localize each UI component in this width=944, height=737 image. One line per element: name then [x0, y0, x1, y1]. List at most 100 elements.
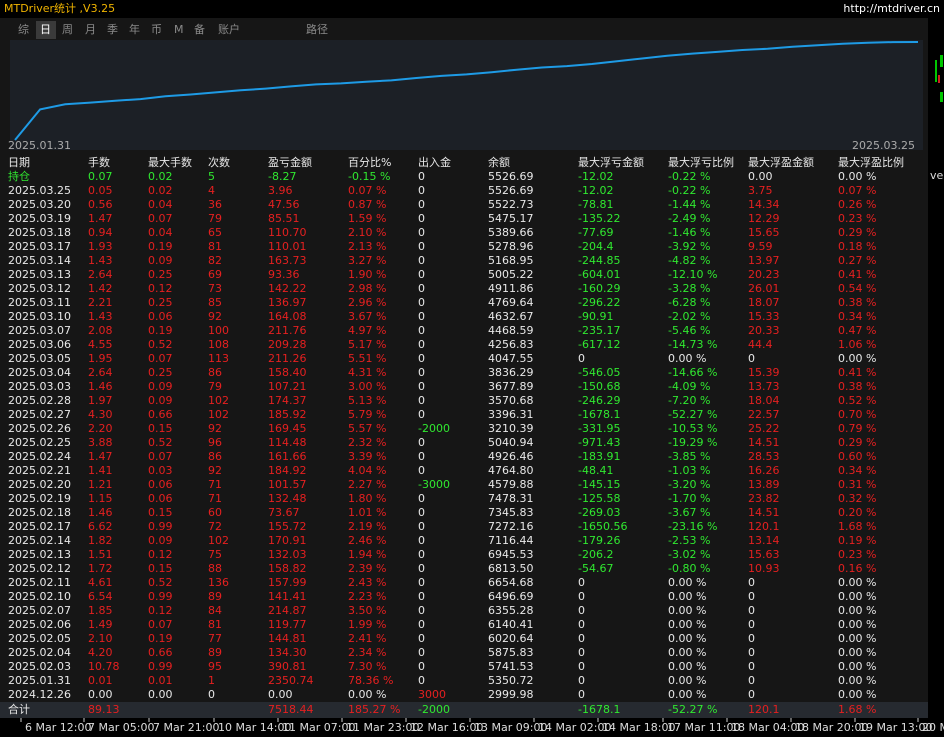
cell: -3.20 % — [668, 478, 710, 491]
cell: 2.23 % — [348, 590, 386, 603]
cell: 2.08 — [88, 324, 113, 337]
cell: 0.54 % — [838, 282, 876, 295]
tab[interactable]: 备 — [194, 22, 205, 36]
cell: -52.27 % — [668, 703, 717, 716]
row-label: 2025.03.25 — [8, 184, 71, 197]
cell: 0.00 — [268, 688, 293, 701]
row-label: 2025.03.03 — [8, 380, 71, 393]
row-label: 2025.02.03 — [8, 660, 71, 673]
cell: 2350.74 — [268, 674, 314, 687]
cell: 95 — [208, 660, 222, 673]
cell: 3.39 % — [348, 450, 386, 463]
tab[interactable]: 周 — [62, 23, 73, 36]
cell: 89 — [208, 590, 222, 603]
cell: 0 — [418, 674, 425, 687]
cell: -77.69 — [578, 226, 613, 239]
cell: 0.66 — [148, 646, 173, 659]
cell: 0.00 % — [838, 604, 876, 617]
cell: 0 — [418, 282, 425, 295]
cell: 6654.68 — [488, 576, 534, 589]
cell: 1.47 — [88, 212, 113, 225]
cell: 0.41 % — [838, 366, 876, 379]
cell: 157.99 — [268, 576, 307, 589]
tab[interactable]: 季 — [107, 23, 118, 36]
cell: 0 — [418, 268, 425, 281]
cell: 136.97 — [268, 296, 307, 309]
tab[interactable]: 路径 — [306, 23, 328, 36]
cell: 69 — [208, 268, 222, 281]
cell: 0.18 % — [838, 240, 876, 253]
cell: 184.92 — [268, 464, 307, 477]
cell: 0 — [418, 380, 425, 393]
cell: 3836.29 — [488, 366, 534, 379]
cell: 0.00 — [748, 170, 773, 183]
cell: 25.22 — [748, 422, 780, 435]
tab[interactable]: 日 — [40, 23, 51, 36]
cell: 0 — [418, 254, 425, 267]
cell: 5389.66 — [488, 226, 534, 239]
cell: 72 — [208, 520, 222, 533]
cell: -3.02 % — [668, 548, 710, 561]
cell: 142.22 — [268, 282, 307, 295]
row-label: 2025.02.19 — [8, 492, 71, 505]
cell: 120.1 — [748, 703, 780, 716]
cell: 1.49 — [88, 618, 113, 631]
axis-label: 11 Mar 07:00 — [282, 721, 355, 734]
row-label: 2025.02.12 — [8, 562, 71, 575]
cell: 0.02 — [148, 184, 173, 197]
cell: 1.42 — [88, 282, 113, 295]
tab[interactable]: 月 — [85, 23, 96, 36]
cell: 0.07 % — [348, 184, 386, 197]
cell: 0 — [578, 590, 585, 603]
cell: 3570.68 — [488, 394, 534, 407]
equity-line — [14, 41, 919, 141]
tab[interactable]: 币 — [151, 23, 162, 36]
row-label: 2025.02.13 — [8, 548, 71, 561]
cell: 2.20 — [88, 422, 113, 435]
cell: 0.03 — [148, 464, 173, 477]
cell: 0.15 — [148, 422, 173, 435]
cell: 7116.44 — [488, 534, 534, 547]
cell: 0.00 % — [838, 674, 876, 687]
cell: -3.92 % — [668, 240, 710, 253]
cell: 174.37 — [268, 394, 307, 407]
tab[interactable]: M — [174, 23, 184, 36]
cell: 0.07 — [148, 450, 173, 463]
cell: 4579.88 — [488, 478, 534, 491]
cell: 214.87 — [268, 604, 307, 617]
row-label: 2025.03.06 — [8, 338, 71, 351]
cell: -52.27 % — [668, 408, 717, 421]
cell: 81 — [208, 240, 222, 253]
cell: 89.13 — [88, 703, 120, 716]
cell: -0.80 % — [668, 562, 710, 575]
cell: 0.34 % — [838, 310, 876, 323]
cell: 0 — [748, 576, 755, 589]
tab[interactable]: 账户 — [218, 22, 240, 36]
cell: 158.82 — [268, 562, 307, 575]
cell: 120.1 — [748, 520, 780, 533]
row-label: 合计 — [8, 702, 30, 716]
cell: -8.27 — [268, 170, 296, 183]
cell: 6813.50 — [488, 562, 534, 575]
cell: -1.44 % — [668, 198, 710, 211]
url[interactable]: http://mtdriver.cn — [843, 2, 940, 15]
cell: 132.48 — [268, 492, 307, 505]
column-header: 最大浮亏金额 — [578, 155, 644, 169]
cell: 7.30 % — [348, 660, 386, 673]
cell: 209.28 — [268, 338, 307, 351]
cell: 0.19 — [148, 324, 173, 337]
tab[interactable]: 综 — [18, 22, 29, 36]
tab[interactable]: 年 — [129, 22, 140, 36]
cell: 0.00 % — [668, 618, 706, 631]
cell: 0 — [748, 604, 755, 617]
cell: 0.29 % — [838, 226, 876, 239]
cell: 170.91 — [268, 534, 307, 547]
cell: 0.07 — [88, 170, 113, 183]
cell: 0.00 % — [668, 352, 706, 365]
cell: -235.17 — [578, 324, 620, 337]
cell: 4.31 % — [348, 366, 386, 379]
cell: -3.67 % — [668, 506, 710, 519]
row-label: 2025.03.13 — [8, 268, 71, 281]
cell: 0 — [418, 324, 425, 337]
